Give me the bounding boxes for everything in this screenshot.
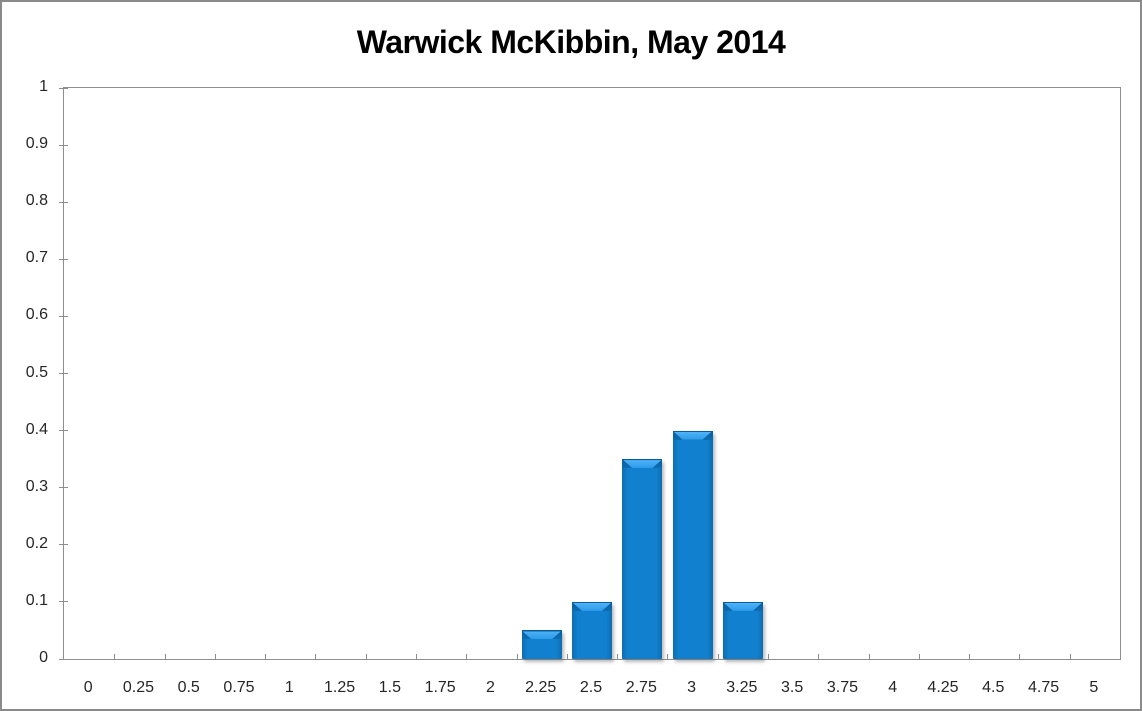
x-axis-tick-label: 0.25: [122, 679, 154, 696]
y-axis-tick-label: 0.5: [25, 363, 48, 381]
bar-x-3.25: [722, 601, 763, 659]
x-axis-tick: [617, 654, 619, 659]
x-axis-tick-label: 3.5: [781, 679, 804, 696]
y-axis-tick-label: 0.4: [25, 420, 48, 438]
y-axis-tick: [59, 658, 68, 660]
x-axis-tick: [818, 654, 820, 659]
x-axis-tick: [868, 654, 870, 659]
y-axis-tick-label: 0.9: [25, 135, 48, 153]
x-axis-tick: [1069, 654, 1071, 659]
y-axis-tick-label: 0.6: [25, 306, 48, 324]
y-axis-tick-label: 0.8: [25, 192, 48, 210]
x-axis-tick: [164, 654, 166, 659]
x-axis-tick-label: 1.5: [378, 679, 401, 696]
x-axis-tick-label: 4.75: [1027, 679, 1060, 696]
x-axis-tick: [717, 654, 719, 659]
y-axis-tick: [59, 601, 68, 603]
y-axis-tick-label: 0.2: [25, 534, 48, 552]
x-axis-tick-label: 2: [485, 679, 495, 696]
bar-x-2.5: [572, 601, 612, 659]
x-axis-tick-label: 4: [888, 679, 898, 696]
y-axis-tick: [59, 144, 68, 146]
y-axis-tick: [59, 258, 68, 260]
x-axis-tick: [918, 654, 920, 659]
x-axis-tick: [1019, 654, 1021, 659]
y-axis-tick: [59, 87, 68, 89]
x-axis-tick-label: 0: [83, 679, 93, 696]
x-axis-tick-label: 4.5: [982, 679, 1005, 696]
bar-x-3: [672, 430, 713, 659]
x-axis-tick: [265, 654, 267, 659]
x-axis-tick-label: 2.25: [525, 679, 557, 696]
y-axis-tick: [59, 430, 68, 432]
x-axis-tick-label: 1: [284, 679, 294, 696]
y-axis-tick-label: 0.3: [25, 477, 48, 495]
x-axis-tick: [667, 654, 669, 659]
x-axis-tick: [969, 654, 971, 659]
x-axis-tick: [768, 654, 769, 659]
y-axis-tick: [59, 487, 68, 489]
x-axis-tick: [516, 654, 518, 659]
x-axis-tick: [566, 654, 568, 659]
y-axis-tick-label: 0: [39, 649, 48, 666]
x-axis-tick-label: 0.5: [177, 679, 200, 696]
x-axis-tick-label: 1.75: [424, 679, 456, 696]
chart-title: Warwick McKibbin, May 2014: [356, 24, 786, 60]
x-axis-tick-label: 2.75: [625, 679, 657, 696]
x-axis-tick: [315, 654, 317, 659]
x-axis-tick: [365, 654, 367, 659]
x-axis-tick: [114, 654, 116, 659]
y-axis-tick-label: 1: [39, 78, 48, 95]
x-axis-tick-label: 4.25: [927, 679, 959, 696]
y-axis-tick: [59, 201, 68, 203]
y-axis-tick: [59, 315, 68, 317]
x-axis-tick-label: 2.5: [579, 679, 603, 696]
x-axis-tick-label: 3.25: [726, 679, 758, 696]
x-axis-tick-label: 0.75: [223, 679, 255, 696]
bar-x-2.25: [521, 630, 562, 659]
x-axis-tick: [214, 654, 216, 659]
x-axis-tick-label: 3.75: [826, 679, 858, 696]
x-axis-tick-label: 3: [687, 679, 697, 696]
y-axis-tick: [59, 373, 68, 374]
x-axis-tick: [466, 654, 468, 659]
x-axis-tick-label: 5: [1089, 679, 1099, 696]
plot-area: [59, 87, 1121, 660]
y-axis-tick: [59, 544, 68, 546]
x-axis-tick: [416, 654, 417, 659]
x-axis-tick-label: 1.25: [323, 679, 356, 696]
bar-x-2.75: [622, 459, 663, 659]
y-axis-tick-label: 0.7: [25, 249, 48, 267]
y-axis-tick-label: 0.1: [25, 591, 48, 609]
